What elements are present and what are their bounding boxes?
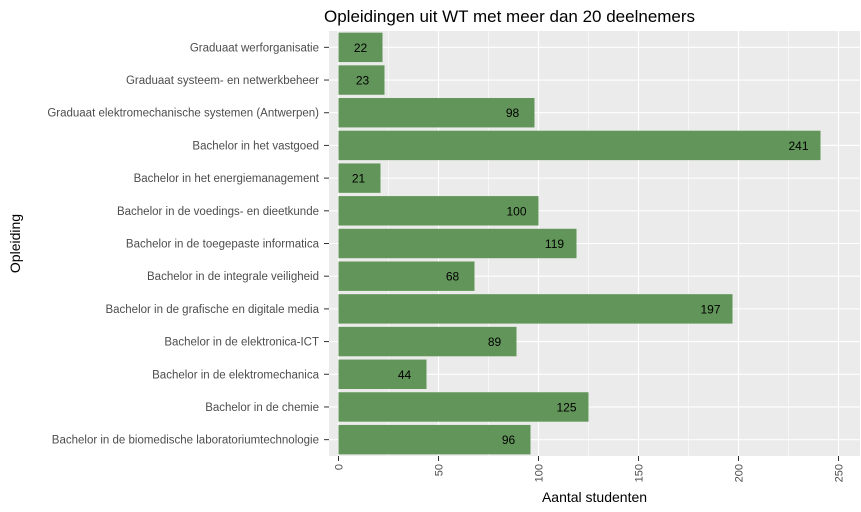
category-tick-label: Bachelor in de biomedische laboratoriumt… — [52, 435, 319, 447]
x-tick-label: 0 — [334, 464, 346, 470]
bar — [338, 392, 589, 422]
category-tick-label: Bachelor in de elektronica-ICT — [164, 337, 319, 349]
bar-value-label: 96 — [502, 433, 516, 447]
bar — [338, 228, 577, 259]
bar-value-label: 119 — [545, 237, 564, 251]
bar — [338, 196, 539, 226]
bars-group: 22 23 98 241 21 100 119 68 197 89 44 125 96 — [338, 32, 821, 455]
category-tick-label: Bachelor in het energiemanagement — [134, 173, 320, 185]
bar — [338, 261, 475, 291]
category-tick-label: Graduaat elektromechanische systemen (An… — [47, 108, 319, 120]
bar-value-label: 21 — [352, 172, 366, 186]
bar-value-label: 98 — [506, 106, 520, 120]
category-tick-label: Bachelor in de toegepaste informatica — [126, 239, 320, 251]
x-tick-label: 200 — [734, 464, 746, 482]
category-tick-label: Bachelor in het vastgoed — [192, 140, 319, 152]
category-tick-label: Bachelor in de grafische en digitale med… — [105, 304, 319, 316]
bar — [338, 294, 733, 324]
x-tick-label: 100 — [534, 464, 546, 482]
bar-value-label: 197 — [700, 302, 720, 316]
category-tick-label: Bachelor in de integrale veiligheid — [147, 271, 319, 283]
x-tick-label: 250 — [834, 464, 846, 482]
category-tick-label: Bachelor in de chemie — [205, 402, 319, 414]
bar-value-label: 89 — [488, 335, 502, 349]
category-tick-label: Bachelor in de elektromechanica — [152, 369, 319, 381]
bar-value-label: 125 — [556, 400, 576, 414]
bar-value-label: 22 — [354, 41, 368, 55]
category-tick-label: Bachelor in de voedings- en dieetkunde — [117, 206, 319, 218]
category-tick-label: Graduaat systeem- en netwerkbeheer — [126, 75, 319, 87]
bar-value-label: 100 — [506, 204, 526, 218]
bar — [338, 32, 383, 63]
bar — [338, 98, 535, 128]
x-tick-label: 150 — [634, 464, 646, 482]
bar-value-label: 241 — [788, 139, 808, 153]
bar — [338, 65, 385, 95]
bar-value-label: 44 — [398, 368, 412, 382]
chart-title: Opleidingen uit WT met meer dan 20 deeln… — [324, 7, 695, 26]
x-axis-ticks: 0 50 100 150 200 250 — [334, 456, 846, 482]
bar — [338, 130, 821, 161]
x-axis-title: Aantal studenten — [542, 489, 647, 505]
category-tick-label: Graduaat werforganisatie — [190, 42, 319, 54]
bar-value-label: 23 — [356, 74, 370, 88]
y-axis-title: Opleiding — [7, 214, 23, 273]
x-tick-label: 50 — [434, 464, 446, 476]
bar-value-label: 68 — [446, 270, 460, 284]
bar — [338, 424, 531, 455]
category-labels: Graduaat werforganisatie Graduaat systeem… — [47, 42, 329, 447]
bar — [338, 163, 381, 193]
bar — [338, 326, 517, 357]
bar — [338, 359, 427, 389]
